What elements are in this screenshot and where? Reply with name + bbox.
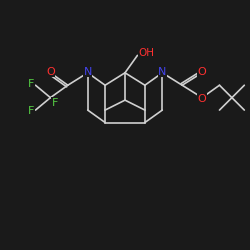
Text: O: O: [198, 94, 206, 104]
Text: OH: OH: [139, 48, 155, 58]
Text: N: N: [158, 66, 166, 76]
Text: F: F: [28, 79, 34, 89]
Text: N: N: [84, 66, 92, 76]
Text: F: F: [52, 98, 58, 108]
Text: O: O: [46, 66, 55, 76]
Text: O: O: [198, 66, 206, 76]
Text: F: F: [28, 106, 34, 116]
